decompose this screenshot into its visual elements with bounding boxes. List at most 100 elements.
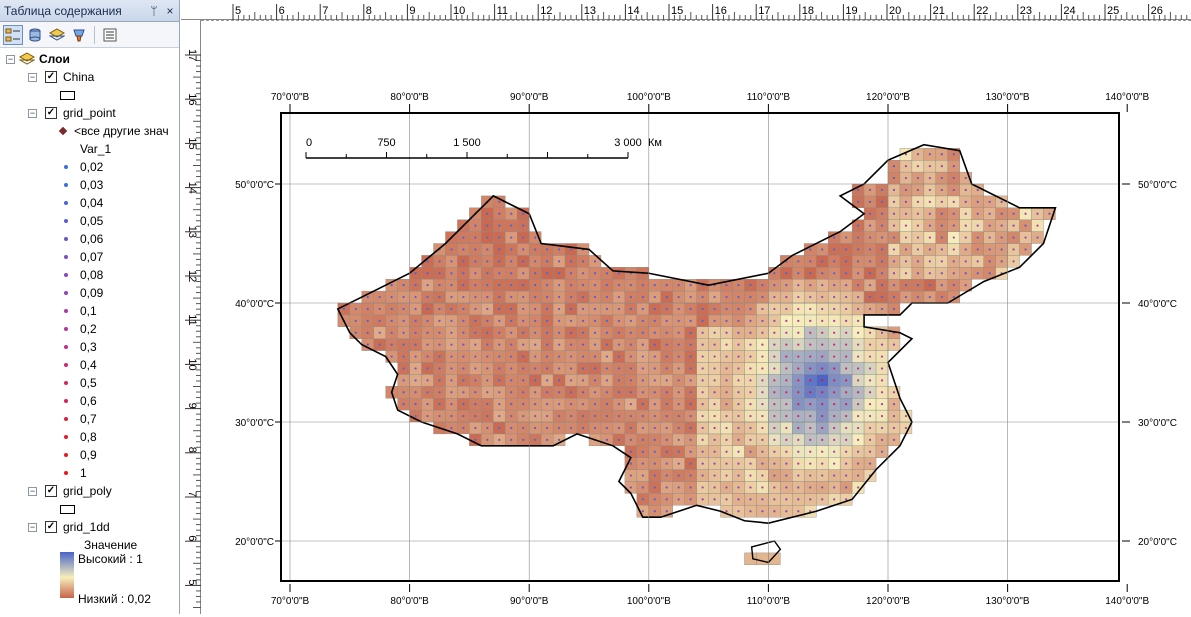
selection-icon <box>73 29 85 41</box>
layer-grid-1dd[interactable]: − ✓ grid_1dd <box>28 518 110 536</box>
list-by-drawing-order-button[interactable] <box>3 24 23 45</box>
grid-point <box>474 379 477 382</box>
grid-point <box>737 426 740 430</box>
grid-point <box>605 343 609 346</box>
other-values-entry: <все другие знач <box>58 122 169 140</box>
grid-point <box>868 331 872 334</box>
grid-point <box>689 367 692 370</box>
layer-china[interactable]: − ✓ China <box>28 68 94 86</box>
grid-point <box>857 403 860 406</box>
grid-point <box>916 248 920 251</box>
grid-point <box>510 355 513 358</box>
layer-visibility-checkbox[interactable]: ✓ <box>45 521 57 533</box>
class-label: 0,06 <box>80 232 104 246</box>
grid-point <box>833 462 836 465</box>
grid-point <box>581 272 585 275</box>
grid-point <box>510 224 513 227</box>
grid-point <box>474 272 477 275</box>
vertical-ruler[interactable]: 17 16 15 14 13 12 11 10 9 8 7 6 5 <box>181 20 201 614</box>
grid-point <box>522 438 525 441</box>
grid-point <box>1012 248 1015 251</box>
grid-point <box>522 212 525 215</box>
collapse-toggle[interactable]: − <box>28 485 37 496</box>
grid-point <box>605 331 609 334</box>
grid-point <box>450 343 453 346</box>
grid-point <box>546 272 549 275</box>
ruler-label: 9 <box>409 5 415 17</box>
grid-point <box>797 379 800 382</box>
grid-point <box>952 200 955 203</box>
grid-point <box>689 319 692 322</box>
collapse-toggle[interactable]: − <box>28 521 37 532</box>
grid-point <box>773 474 776 477</box>
grid-point <box>833 248 836 251</box>
layer-grid-poly[interactable]: − ✓ grid_poly <box>28 482 112 500</box>
grid-point <box>785 498 788 501</box>
layer-visibility-checkbox[interactable]: ✓ <box>45 71 57 83</box>
collapse-toggle[interactable]: − <box>6 53 15 64</box>
grid-point <box>617 331 620 334</box>
class-entry: 0,08 <box>64 266 103 284</box>
grid-point <box>773 498 776 501</box>
horizontal-ruler[interactable]: 5 6 7 8 9 10 11 12 13 14 15 16 17 18 19 20 21 22 23 24 25 26 <box>181 0 1191 20</box>
collapse-toggle[interactable]: − <box>28 71 37 82</box>
grid-point <box>821 403 824 406</box>
hainan-boundary <box>750 540 782 564</box>
grid-point <box>833 319 836 322</box>
grid-point <box>665 426 668 430</box>
ruler-label: 23 <box>1020 5 1032 17</box>
grid-point <box>928 295 931 299</box>
close-icon[interactable]: × <box>166 3 174 18</box>
pin-icon[interactable]: ᛘ <box>150 3 158 18</box>
grid-point <box>725 331 728 334</box>
grid-point <box>868 379 872 382</box>
grid-point <box>928 165 931 168</box>
grid-point <box>1000 236 1003 239</box>
grid-point <box>868 462 872 465</box>
grid-point <box>880 212 884 215</box>
grid-point <box>498 248 501 251</box>
raster-high-label: Высокий : 1 <box>78 552 143 566</box>
grid-point <box>857 414 860 418</box>
class-entry: 0,2 <box>64 320 97 338</box>
grid-point <box>629 355 632 358</box>
grid-point <box>880 343 884 346</box>
options-button[interactable] <box>100 25 120 45</box>
grid-point <box>857 474 860 477</box>
scale-bar[interactable]: 0 750 1 500 3 000 Км <box>305 137 662 159</box>
layer-visibility-checkbox[interactable]: ✓ <box>45 107 57 119</box>
grid-point <box>534 355 537 358</box>
layers-icon <box>49 27 65 41</box>
grid-point <box>737 438 740 441</box>
grid-point <box>546 260 549 263</box>
grid-point <box>821 486 824 489</box>
data-frame[interactable]: 0 750 1 500 3 000 Км <box>280 112 1120 582</box>
grid-point <box>558 391 561 394</box>
grid-point <box>761 367 764 370</box>
map-canvas[interactable]: 0 750 1 500 3 000 Км <box>282 114 1118 580</box>
layer-visibility-checkbox[interactable]: ✓ <box>45 485 57 497</box>
grid-point <box>868 391 872 394</box>
list-by-visibility-button[interactable] <box>47 25 67 45</box>
grid-point <box>809 272 812 275</box>
grid-point <box>605 355 609 358</box>
grid-point <box>486 355 489 358</box>
grid-point <box>1000 212 1003 215</box>
grid-point <box>785 438 788 441</box>
grid-point <box>665 450 668 453</box>
grid-point <box>558 367 561 370</box>
grid-point <box>928 260 931 263</box>
grid-point <box>689 331 692 334</box>
grid-point <box>749 343 752 346</box>
grid-point <box>964 224 967 227</box>
list-by-source-button[interactable] <box>25 25 45 45</box>
grid-point <box>581 260 585 263</box>
layers-icon <box>19 52 35 65</box>
grid-point <box>546 367 549 370</box>
collapse-toggle[interactable]: − <box>28 107 37 118</box>
layer-grid-point[interactable]: − ✓ grid_point <box>28 104 116 122</box>
list-by-selection-button[interactable] <box>69 25 89 45</box>
grid-point <box>761 343 764 346</box>
grid-point <box>797 260 800 263</box>
grid-point <box>916 165 920 168</box>
